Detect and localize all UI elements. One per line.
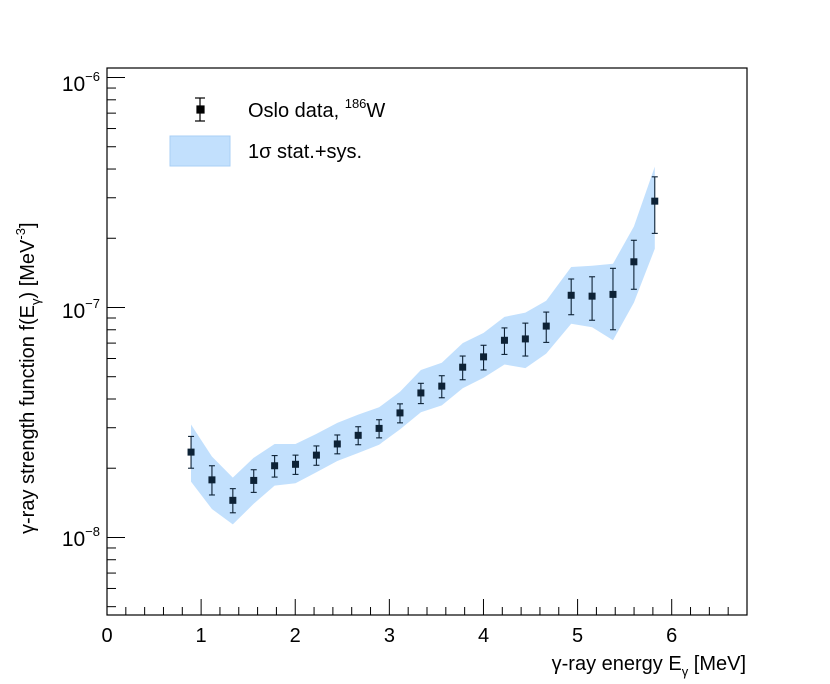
marker-12	[438, 382, 446, 390]
data-point-1	[208, 465, 216, 496]
marker-14	[480, 353, 488, 361]
x-tick-label-5: 5	[572, 625, 583, 647]
data-point-5	[292, 454, 300, 475]
data-point-14	[480, 344, 488, 371]
y-tick-label-1e-7: 10−7	[62, 296, 100, 323]
marker-16	[521, 335, 529, 343]
data-point-16	[521, 322, 529, 357]
data-point-18	[567, 278, 575, 316]
x-tick-label-3: 3	[384, 625, 395, 647]
legend-label-band: 1σ stat.+sys.	[248, 141, 362, 163]
marker-2	[229, 496, 237, 504]
legend: Oslo data, 186W 1σ stat.+sys.	[169, 96, 385, 167]
legend-label-data: Oslo data, 186W	[248, 96, 385, 122]
marker-4	[271, 462, 279, 470]
marker-6	[312, 451, 320, 459]
data-point-10	[396, 403, 404, 424]
marker-10	[396, 409, 404, 417]
marker-22	[651, 197, 659, 205]
marker-0	[187, 448, 195, 456]
y-tick-label-1e-8: 10−8	[62, 524, 100, 551]
data-point-21	[630, 239, 638, 290]
marker-19	[588, 292, 596, 300]
data-point-11	[417, 382, 425, 405]
marker-18	[567, 291, 575, 299]
data-point-12	[438, 375, 446, 399]
legend-swatch-band	[169, 135, 231, 167]
marker-13	[459, 363, 467, 371]
marker-1	[208, 476, 216, 484]
data-point-20	[609, 267, 617, 331]
data-point-17	[542, 311, 550, 343]
marker-9	[375, 424, 383, 432]
y-axis-title: γ-ray strength function f(Eγ) [MeV-3]	[13, 222, 43, 534]
x-tick-label-1: 1	[196, 625, 207, 647]
marker-11	[417, 389, 425, 397]
data-point-13	[459, 355, 467, 381]
marker-5	[292, 460, 300, 468]
data-point-4	[271, 455, 279, 478]
uncertainty-band-layer	[191, 166, 655, 525]
axis-ticks	[106, 77, 748, 615]
marker-3	[250, 476, 258, 484]
x-tick-label-2: 2	[290, 625, 301, 647]
data-point-0	[187, 435, 195, 469]
x-tick-label-0: 0	[101, 625, 112, 647]
data-point-9	[375, 419, 383, 439]
marker-20	[609, 290, 617, 298]
y-tick-labels: 10−6 10−7 10−8	[62, 69, 100, 551]
uncertainty-band	[191, 166, 655, 525]
data-point-6	[312, 445, 320, 466]
y-tick-label-1e-6: 10−6	[62, 69, 100, 96]
data-point-3	[250, 469, 258, 493]
data-points-layer	[187, 176, 659, 514]
tick-marks	[106, 77, 748, 615]
marker-15	[500, 336, 508, 344]
marker-8	[354, 431, 362, 439]
data-point-22	[651, 176, 659, 234]
x-tick-label-4: 4	[478, 625, 489, 647]
data-point-2	[229, 488, 237, 514]
data-point-15	[500, 327, 508, 355]
marker-17	[542, 322, 550, 330]
x-tick-label-6: 6	[666, 625, 677, 647]
marker-21	[630, 258, 638, 266]
data-point-19	[588, 276, 596, 321]
data-point-8	[354, 426, 362, 446]
legend-marker-data	[195, 97, 205, 122]
marker-7	[333, 440, 341, 448]
x-axis-title: γ-ray energy Eγ [MeV]	[552, 653, 746, 679]
x-tick-labels: 0 1 2 3 4 5 6	[101, 625, 677, 647]
data-point-7	[333, 434, 341, 455]
